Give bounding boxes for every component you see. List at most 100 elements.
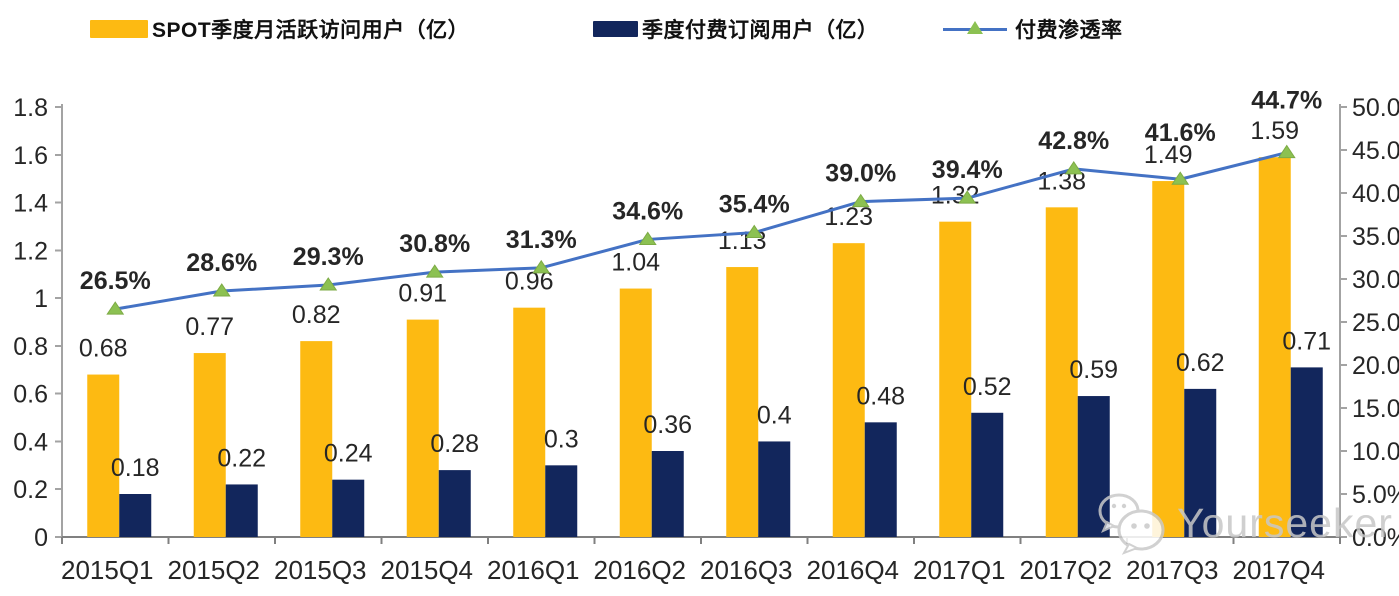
mau-bar	[87, 374, 120, 537]
paid-swatch	[593, 21, 638, 37]
y-tick-label-right: 35.0%	[1352, 223, 1399, 251]
penetration-value-label: 42.8%	[1038, 127, 1109, 155]
penetration-value-label: 26.5%	[80, 267, 151, 295]
paid-bar	[545, 465, 578, 537]
paid-value-label: 0.62	[1176, 349, 1225, 377]
y-tick-label-right: 0.0%	[1352, 524, 1399, 552]
penetration-value-label: 30.8%	[399, 230, 470, 258]
paid-bar	[1290, 367, 1323, 537]
penetration-marker	[1064, 161, 1083, 175]
penetration-marker	[212, 283, 231, 297]
penetration-value-label: 39.0%	[825, 160, 896, 188]
mau-value-label: 1.49	[1144, 141, 1193, 169]
x-tick-label: 2017Q3	[1126, 555, 1219, 585]
penetration-value-label: 44.7%	[1251, 87, 1322, 115]
paid-value-label: 0.52	[963, 373, 1012, 401]
paid-bar	[119, 494, 152, 537]
paid-bar	[651, 451, 684, 537]
y-tick-label-left: 1.4	[13, 190, 48, 218]
paid-value-label: 0.24	[324, 440, 373, 468]
y-tick-label-left: 0.4	[13, 428, 48, 456]
x-tick-label: 2015Q3	[274, 555, 367, 585]
penetration-line-swatch	[943, 20, 1007, 34]
x-tick-label: 2016Q1	[487, 555, 580, 585]
mau-bar	[406, 319, 439, 537]
mau-value-label: 0.82	[292, 301, 341, 329]
x-tick-label: 2017Q4	[1232, 555, 1325, 585]
mau-bar	[726, 267, 759, 537]
y-tick-label-left: 1.6	[13, 142, 48, 170]
mau-swatch	[90, 20, 148, 38]
paid-value-label: 0.71	[1282, 327, 1331, 355]
y-tick-label-right: 30.0%	[1352, 266, 1399, 294]
y-tick-label-right: 50.0%	[1352, 94, 1399, 122]
penetration-marker	[851, 193, 870, 208]
y-tick-label-left: 0.2	[13, 476, 48, 504]
paid-value-label: 0.28	[430, 430, 479, 458]
penetration-value-label: 39.4%	[932, 156, 1003, 184]
legend-item-mau: SPOT季度月活跃访问用户（亿）	[90, 14, 469, 44]
legend-item-paid: 季度付费订阅用户（亿）	[593, 14, 879, 44]
penetration-marker	[319, 277, 338, 291]
y-tick-label-right: 15.0%	[1352, 395, 1399, 423]
paid-bar	[332, 479, 365, 537]
mau-bar	[1152, 181, 1185, 538]
y-tick-label-left: 1	[34, 285, 48, 313]
penetration-value-label: 35.4%	[719, 191, 790, 219]
x-tick-label: 2016Q4	[806, 555, 899, 585]
paid-bar	[1077, 396, 1110, 537]
mau-value-label: 0.91	[398, 280, 447, 308]
x-tick-label: 2016Q3	[700, 555, 793, 585]
paid-bar	[864, 422, 897, 537]
penetration-value-label: 41.6%	[1145, 119, 1216, 147]
y-tick-label-left: 1.2	[13, 237, 48, 265]
y-tick-label-right: 45.0%	[1352, 137, 1399, 165]
penetration-marker	[532, 259, 551, 274]
mau-bar	[1258, 157, 1291, 537]
mau-bar	[193, 353, 226, 537]
mau-bar	[619, 288, 652, 537]
x-tick-label: 2015Q2	[167, 555, 260, 585]
penetration-marker	[1277, 144, 1296, 159]
paid-value-label: 0.36	[643, 411, 692, 439]
y-tick-label-right: 40.0%	[1352, 180, 1399, 208]
mau-bar	[513, 307, 546, 537]
penetration-value-label: 34.6%	[612, 197, 683, 225]
penetration-line	[113, 151, 1289, 311]
paid-bar	[438, 470, 471, 537]
triangle-marker-icon	[967, 20, 983, 34]
penetration-marker	[1171, 171, 1190, 185]
paid-value-label: 0.18	[111, 454, 160, 482]
paid-value-label: 0.59	[1069, 356, 1118, 384]
mau-value-label: 1.23	[824, 203, 873, 231]
mau-bar	[1045, 207, 1078, 538]
y-tick-label-left: 1.8	[13, 94, 48, 122]
y-tick-label-left: 0	[34, 524, 48, 552]
penetration-value-label: 31.3%	[506, 226, 577, 254]
paid-bar	[225, 484, 258, 537]
mau-bar	[939, 221, 972, 537]
y-tick-label-right: 10.0%	[1352, 438, 1399, 466]
penetration-marker	[638, 231, 657, 245]
legend-item-penetration: 付费渗透率	[943, 14, 1123, 44]
paid-value-label: 0.48	[856, 382, 905, 410]
legend-label-paid: 季度付费订阅用户（亿）	[642, 19, 879, 42]
penetration-marker	[745, 224, 764, 239]
legend: SPOT季度月活跃访问用户（亿） 季度付费订阅用户（亿） 付费渗透率	[0, 14, 1399, 50]
paid-value-label: 0.3	[544, 425, 579, 453]
y-tick-label-right: 5.0%	[1352, 481, 1399, 509]
penetration-marker	[106, 301, 125, 315]
y-tick-label-left: 0.6	[13, 381, 48, 409]
x-tick-label: 2015Q1	[61, 555, 154, 585]
y-tick-label-left: 0.8	[13, 333, 48, 361]
mau-value-label: 0.68	[79, 335, 128, 363]
y-tick-label-right: 20.0%	[1352, 352, 1399, 380]
x-tick-label: 2016Q2	[593, 555, 686, 585]
legend-label-penetration: 付费渗透率	[1015, 19, 1123, 42]
penetration-marker	[958, 190, 977, 204]
penetration-value-label: 29.3%	[293, 243, 364, 271]
x-tick-label: 2017Q1	[913, 555, 1006, 585]
legend-label-mau: SPOT季度月活跃访问用户（亿）	[152, 19, 470, 42]
